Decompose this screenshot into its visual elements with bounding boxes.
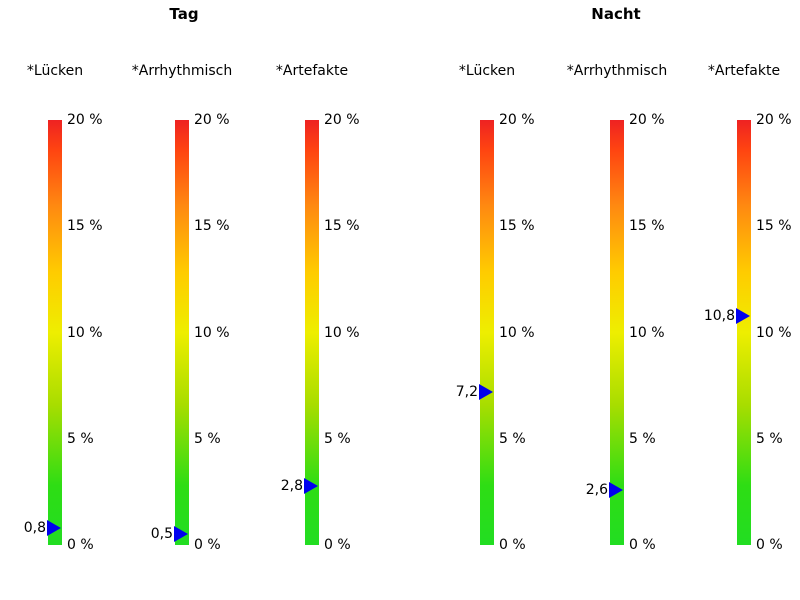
gauge-bar-area: 20 % 15 % 10 % 5 % 0 % 2,8	[281, 112, 360, 553]
gauge-gradient-bar	[610, 120, 624, 545]
gauge-tag-artefakte: *Artefakte 20 % 15 % 10 % 5 % 0 % 2,8	[276, 63, 360, 563]
tick-label-15: 15 %	[324, 218, 360, 235]
gauge-bar-area: 20 % 15 % 10 % 5 % 0 % 0,5	[151, 112, 230, 553]
gauge-gradient-bar	[737, 120, 751, 545]
gauge-bar-area: 20 % 15 % 10 % 5 % 0 % 0,8	[24, 112, 103, 553]
gauge-tag-arrhythmisch: *Arrhythmisch 20 % 15 % 10 % 5 % 0 % 0,5	[132, 63, 233, 563]
gauge-label: *Lücken	[26, 63, 84, 79]
gauge-nacht-artefakte: *Artefakte 20 % 15 % 10 % 5 % 0 % 10,8	[704, 63, 792, 563]
marker-triangle-icon	[479, 384, 493, 400]
tick-label-5: 5 %	[324, 430, 351, 447]
tick-label-20: 20 %	[324, 112, 360, 128]
marker-value-label: 0,5	[150, 526, 173, 543]
gauge-nacht-arrhythmisch: *Arrhythmisch 20 % 15 % 10 % 5 % 0 % 2,6	[567, 63, 668, 563]
tick-label-5: 5 %	[67, 430, 94, 447]
value-marker: 2,6	[546, 481, 623, 498]
marker-triangle-icon	[174, 526, 188, 543]
tick-label-15: 15 %	[629, 218, 665, 235]
tick-label-20: 20 %	[67, 112, 103, 128]
value-marker: 10,8	[673, 307, 750, 324]
tick-label-20: 20 %	[756, 112, 792, 128]
tick-label-5: 5 %	[756, 430, 783, 447]
marker-triangle-icon	[736, 307, 750, 324]
tick-label-10: 10 %	[629, 324, 665, 341]
tick-label-15: 15 %	[499, 218, 535, 235]
tick-label-15: 15 %	[756, 218, 792, 235]
marker-triangle-icon	[47, 520, 61, 536]
gauge-label: *Arrhythmisch	[131, 63, 233, 79]
group-title-tag: Tag	[169, 5, 199, 23]
tick-label-0: 0 %	[324, 537, 351, 553]
marker-triangle-icon	[609, 481, 623, 498]
value-marker: 0,8	[0, 520, 61, 536]
tick-label-15: 15 %	[67, 218, 103, 235]
tick-label-0: 0 %	[499, 537, 526, 553]
tick-label-20: 20 %	[499, 112, 535, 128]
gauge-gradient-bar	[305, 120, 319, 545]
gauge-tag-luecken: *Lücken 20 % 15 % 10 % 5 % 0 % 0,8	[24, 63, 103, 563]
group-title-nacht: Nacht	[591, 5, 641, 23]
gauge-label: *Artefakte	[707, 63, 781, 79]
tick-label-20: 20 %	[194, 112, 230, 128]
tick-label-5: 5 %	[194, 430, 221, 447]
value-marker: 7,2	[416, 384, 493, 400]
tick-label-10: 10 %	[324, 324, 360, 341]
marker-value-label: 0,8	[23, 520, 46, 536]
gauge-bar-area: 20 % 15 % 10 % 5 % 0 % 2,6	[586, 112, 665, 553]
tick-label-5: 5 %	[629, 430, 656, 447]
tick-label-0: 0 %	[756, 537, 783, 553]
gauge-bar-area: 20 % 15 % 10 % 5 % 0 % 10,8	[704, 112, 792, 553]
tick-label-0: 0 %	[629, 537, 656, 553]
gauge-nacht-luecken: *Lücken 20 % 15 % 10 % 5 % 0 % 7,2	[456, 63, 535, 563]
marker-triangle-icon	[304, 477, 318, 494]
tick-label-10: 10 %	[756, 324, 792, 341]
tick-label-10: 10 %	[194, 324, 230, 341]
marker-value-label: 2,8	[280, 477, 303, 494]
marker-value-label: 7,2	[455, 384, 478, 400]
tick-label-5: 5 %	[499, 430, 526, 447]
gauge-bar-area: 20 % 15 % 10 % 5 % 0 % 7,2	[456, 112, 535, 553]
gauge-gradient-bar	[480, 120, 494, 545]
marker-value-label: 2,6	[585, 481, 608, 498]
gauge-gradient-bar	[175, 120, 189, 545]
tick-label-20: 20 %	[629, 112, 665, 128]
tick-label-10: 10 %	[499, 324, 535, 341]
tick-label-10: 10 %	[67, 324, 103, 341]
tick-label-0: 0 %	[194, 537, 221, 553]
gauge-label: *Lücken	[458, 63, 516, 79]
tick-label-15: 15 %	[194, 218, 230, 235]
tick-label-0: 0 %	[67, 537, 94, 553]
value-marker: 2,8	[241, 477, 318, 494]
value-marker: 0,5	[111, 526, 188, 543]
gauge-gradient-bar	[48, 120, 62, 545]
gauge-label: *Artefakte	[275, 63, 349, 79]
gauge-label: *Arrhythmisch	[566, 63, 668, 79]
marker-value-label: 10,8	[703, 307, 735, 324]
